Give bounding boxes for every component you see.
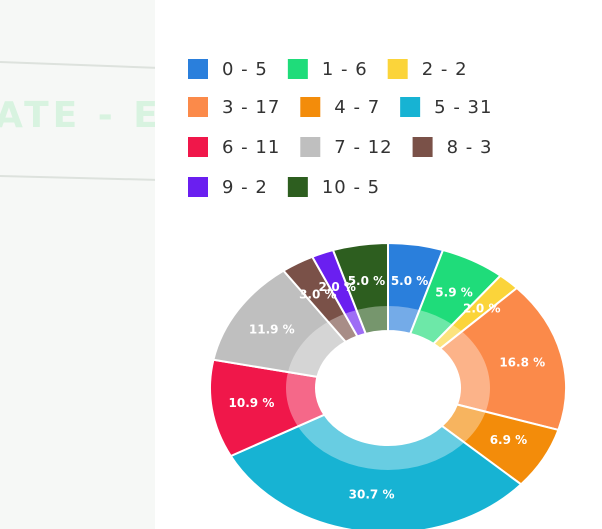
slice-label: 5.0 %: [391, 274, 428, 288]
legend-label: 2 - 2: [422, 59, 468, 80]
legend-swatch: [400, 97, 421, 117]
legend-swatch: [188, 97, 208, 117]
slice-label: 3.0 %: [299, 288, 336, 302]
legend-label: 5 - 31: [434, 97, 492, 118]
decor-line: [0, 175, 161, 181]
watermark: ATE - E: [0, 95, 162, 136]
legend-label: 1 - 6: [322, 59, 368, 80]
decor-line: [0, 61, 161, 69]
legend-swatch: [300, 97, 321, 117]
legend-label: 8 - 3: [447, 137, 493, 158]
inner-ring: [286, 306, 490, 470]
slice: [331, 241, 389, 335]
legend: 0 - 5 1 - 6 2 - 2 3 - 17 4 - 7 5 - 31 6 - 11 7 …: [188, 59, 493, 198]
legend-swatch: [387, 59, 408, 79]
slice-label: 2.0 %: [319, 280, 356, 294]
slice: [229, 413, 523, 529]
slice-label: 10.9 %: [229, 396, 275, 410]
slice-label: 5.9 %: [435, 286, 472, 300]
legend-swatch: [188, 177, 208, 197]
legend-label: 6 - 11: [222, 137, 280, 158]
slice-label: 6.9 %: [490, 433, 527, 447]
legend-label: 0 - 5: [222, 59, 268, 80]
donut-chart: 5.0 %5.9 %2.0 %16.8 %6.9 %30.7 %10.9 %11…: [209, 241, 567, 529]
slice-label: 16.8 %: [499, 355, 545, 369]
legend-swatch: [287, 59, 308, 79]
slice-label: 2.0 %: [463, 301, 500, 315]
slice-label: 30.7 %: [349, 488, 395, 502]
slice-label: 5.0 %: [348, 274, 385, 288]
legend-swatch: [188, 137, 208, 157]
legend-swatch: [412, 137, 433, 157]
legend-label: 4 - 7: [334, 97, 380, 118]
slice-label: 11.9 %: [249, 322, 295, 336]
legend-label: 9 - 2: [222, 177, 268, 198]
legend-swatch: [188, 59, 208, 79]
legend-swatch: [300, 137, 321, 157]
legend-label: 3 - 17: [222, 97, 280, 118]
legend-swatch: [287, 177, 308, 197]
legend-label: 7 - 12: [334, 137, 392, 158]
legend-label: 10 - 5: [322, 177, 380, 198]
slice: [438, 286, 567, 432]
